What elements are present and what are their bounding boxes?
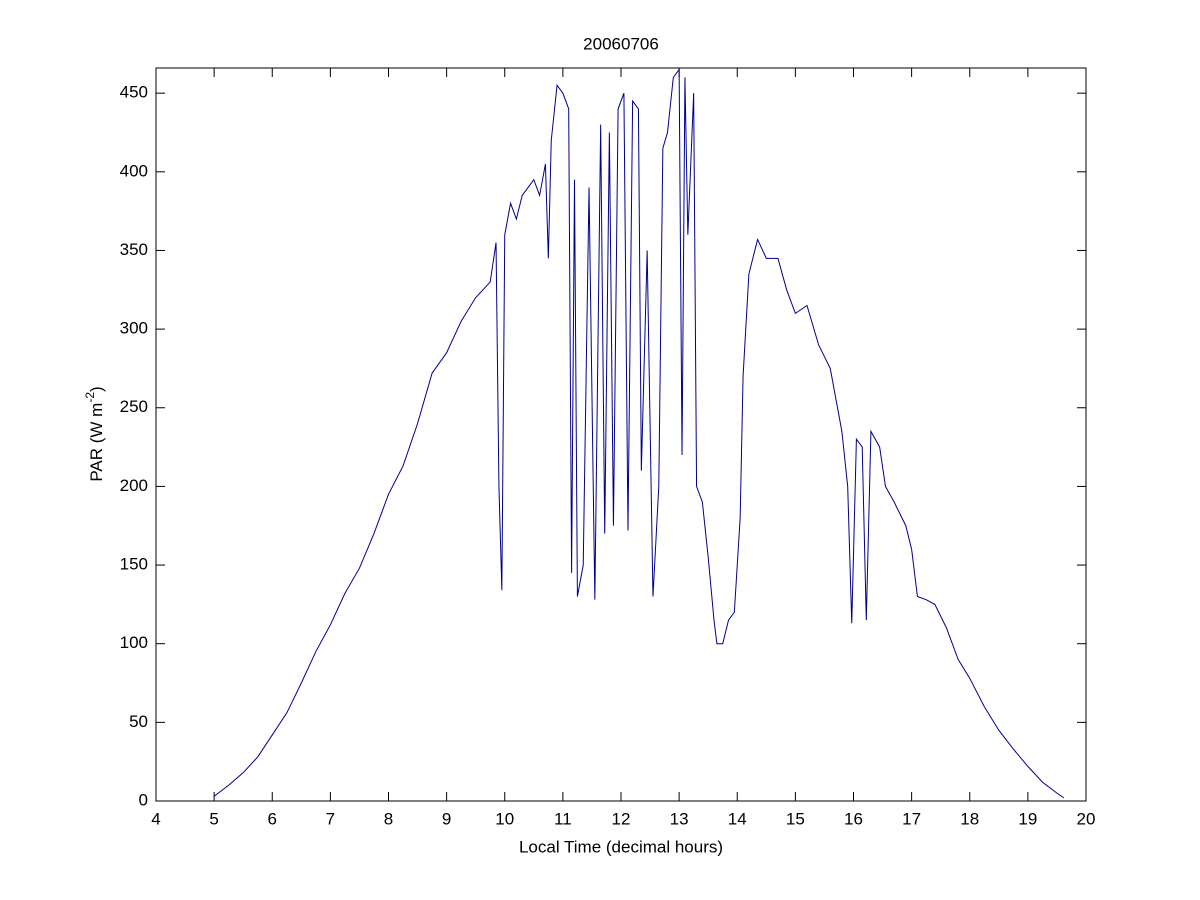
data-line [213, 68, 1065, 799]
x-axis-label: Local Time (decimal hours) [519, 837, 723, 856]
y-tick-label: 250 [120, 397, 148, 416]
x-tick-label: 20 [1077, 809, 1096, 828]
x-tick-label: 12 [612, 809, 631, 828]
y-tick-label: 300 [120, 319, 148, 338]
x-tick-label: 13 [670, 809, 689, 828]
x-tick-label: 15 [786, 809, 805, 828]
x-tick-label: 14 [728, 809, 747, 828]
x-tick-label: 17 [902, 809, 921, 828]
y-tick-label: 100 [120, 633, 148, 652]
x-tick-label: 11 [554, 809, 572, 828]
y-axis-label: PAR (W m-2) [83, 386, 106, 481]
x-tick-label: 16 [844, 809, 863, 828]
x-tick-label: 8 [384, 809, 393, 828]
x-tick-label: 10 [495, 809, 514, 828]
y-axis-label-exponent: -2 [83, 392, 97, 403]
y-axis-label-end: ) [87, 386, 106, 392]
y-axis-label-main: PAR (W m [87, 403, 106, 482]
y-tick-label: 0 [139, 790, 148, 809]
y-tick-label: 150 [120, 555, 148, 574]
y-tick-label: 450 [120, 83, 148, 102]
chart-title: 20060706 [583, 34, 659, 53]
x-tick-label: 6 [268, 809, 277, 828]
y-tick-label: 200 [120, 476, 148, 495]
x-tick-label: 18 [960, 809, 979, 828]
x-tick-label: 5 [209, 809, 218, 828]
y-tick-label: 350 [120, 240, 148, 259]
y-tick-label: 400 [120, 161, 148, 180]
plot-area [155, 67, 1087, 802]
x-tick-label: 19 [1018, 809, 1037, 828]
x-tick-label: 4 [151, 809, 160, 828]
x-tick-label: 9 [442, 809, 451, 828]
y-tick-label: 50 [129, 712, 148, 731]
x-tick-label: 7 [326, 809, 335, 828]
